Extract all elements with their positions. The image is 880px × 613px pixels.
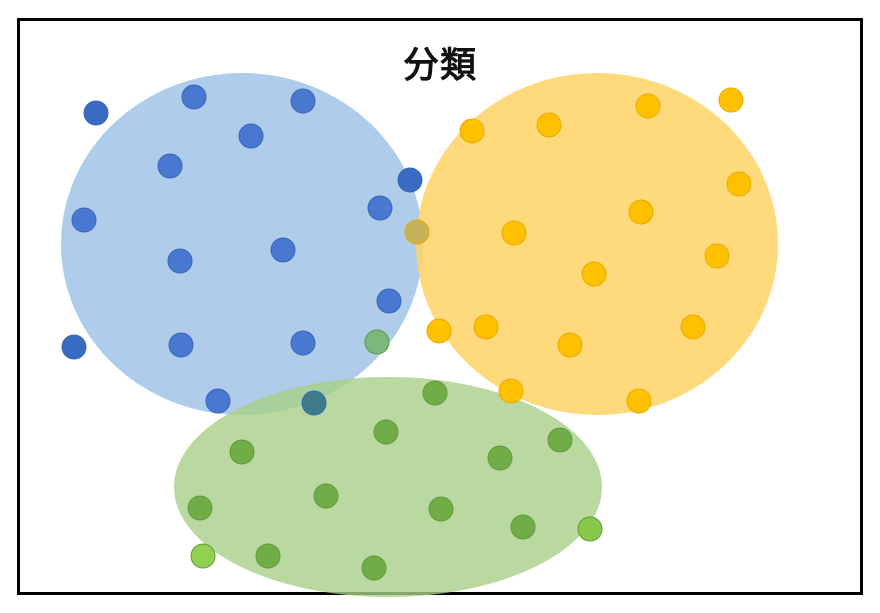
blue-point bbox=[290, 330, 316, 356]
blue-point bbox=[367, 195, 393, 221]
blue-point bbox=[376, 288, 402, 314]
blue-point bbox=[238, 123, 264, 149]
blue-cluster-region bbox=[61, 73, 423, 415]
blue-point bbox=[71, 207, 97, 233]
blue-point bbox=[181, 84, 207, 110]
orange-point bbox=[680, 314, 706, 340]
blue-point bbox=[61, 334, 87, 360]
blue-point bbox=[270, 237, 296, 263]
blue-point bbox=[157, 153, 183, 179]
orange-point bbox=[536, 112, 562, 138]
orange-point bbox=[581, 261, 607, 287]
green-point bbox=[190, 543, 216, 569]
orange-point bbox=[704, 243, 730, 269]
orange-point bbox=[635, 93, 661, 119]
blue-point bbox=[168, 332, 194, 358]
blue-point bbox=[301, 390, 327, 416]
green-point bbox=[422, 380, 448, 406]
green-points bbox=[187, 329, 603, 581]
green-point bbox=[361, 555, 387, 581]
green-point bbox=[510, 514, 536, 540]
green-point bbox=[577, 516, 603, 542]
blue-point bbox=[167, 248, 193, 274]
orange-point bbox=[498, 378, 524, 404]
green-point bbox=[373, 419, 399, 445]
orange-point bbox=[557, 332, 583, 358]
diagram-title: 分類 bbox=[402, 45, 477, 86]
orange-point bbox=[426, 318, 452, 344]
blue-point bbox=[397, 167, 423, 193]
green-point bbox=[229, 439, 255, 465]
green-cluster-region bbox=[174, 377, 602, 597]
blue-points bbox=[61, 84, 423, 416]
orange-point bbox=[501, 220, 527, 246]
green-point bbox=[487, 445, 513, 471]
green-point bbox=[547, 427, 573, 453]
orange-point bbox=[459, 118, 485, 144]
green-point bbox=[428, 496, 454, 522]
orange-point bbox=[626, 388, 652, 414]
blue-point bbox=[83, 100, 109, 126]
orange-point bbox=[628, 199, 654, 225]
green-point bbox=[364, 329, 390, 355]
blue-point bbox=[290, 88, 316, 114]
orange-point bbox=[404, 219, 430, 245]
orange-point bbox=[473, 314, 499, 340]
blue-point bbox=[205, 388, 231, 414]
orange-point bbox=[718, 87, 744, 113]
orange-point bbox=[726, 171, 752, 197]
green-point bbox=[187, 495, 213, 521]
orange-points bbox=[404, 87, 752, 414]
green-point bbox=[313, 483, 339, 509]
green-point bbox=[255, 543, 281, 569]
